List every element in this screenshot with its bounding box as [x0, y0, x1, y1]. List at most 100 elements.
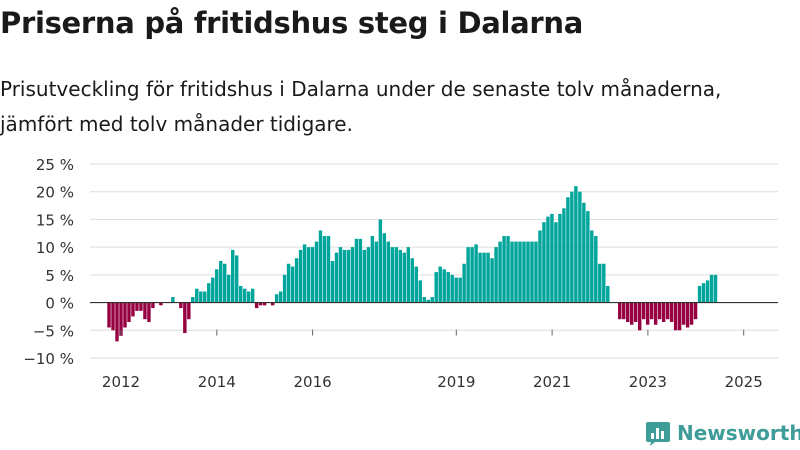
bar — [402, 252, 406, 303]
bar — [179, 302, 183, 309]
grid-lines — [90, 163, 778, 359]
bar — [490, 258, 494, 303]
bar — [262, 302, 267, 306]
bar-chart: −10 % −5 % 0 % 5 % 10 % 15 % 20 % 25 % 2012 2014… — [23, 156, 778, 391]
bar — [219, 261, 223, 303]
bar — [366, 247, 371, 303]
bar — [570, 191, 574, 303]
bar — [258, 302, 263, 306]
bar — [199, 291, 203, 303]
bar — [634, 302, 638, 322]
bar — [510, 241, 514, 303]
bar — [594, 236, 598, 303]
x-axis-labels: 2012 2014 2016 2019 2021 2023 2025 — [102, 329, 763, 391]
bar — [566, 197, 570, 303]
y-tick-label: 0 % — [45, 295, 74, 313]
bar — [518, 241, 522, 303]
bar — [430, 297, 434, 303]
bar — [677, 302, 682, 331]
bar — [374, 241, 379, 303]
bar — [322, 236, 327, 303]
bar — [586, 211, 590, 303]
bar — [506, 236, 510, 303]
bar — [558, 213, 562, 303]
bar — [442, 269, 446, 303]
chart-title: Priserna på fritidshus steg i Dalarna — [0, 6, 584, 40]
bar — [578, 191, 582, 303]
bar — [454, 277, 458, 303]
bar — [362, 249, 367, 303]
bar — [538, 230, 542, 303]
bars — [107, 186, 718, 342]
bar — [159, 302, 163, 306]
bar — [582, 202, 586, 303]
bar — [330, 261, 335, 303]
bar — [187, 302, 191, 320]
bar — [598, 263, 602, 303]
bar — [661, 302, 666, 322]
bar — [382, 233, 387, 303]
bar — [590, 230, 594, 303]
bar — [701, 283, 706, 303]
bar — [474, 244, 478, 303]
bar — [534, 241, 538, 303]
bar — [223, 263, 227, 303]
bar — [378, 219, 383, 303]
bar — [215, 269, 219, 303]
bar — [713, 274, 718, 303]
bar — [693, 302, 698, 320]
bar — [602, 263, 606, 303]
bar — [673, 302, 678, 331]
bar — [637, 302, 642, 331]
bar — [111, 302, 115, 331]
y-tick-label: 15 % — [36, 211, 74, 229]
bar — [685, 302, 690, 328]
bar — [630, 302, 634, 325]
bar — [238, 285, 243, 303]
y-tick-label: −10 % — [23, 350, 74, 368]
bar — [242, 288, 247, 303]
bar — [653, 302, 658, 325]
bar — [458, 277, 462, 303]
x-tick-label: 2016 — [294, 373, 332, 391]
bar — [350, 247, 355, 303]
bar — [211, 277, 215, 303]
bar — [246, 291, 251, 303]
bar — [318, 230, 323, 303]
bar — [278, 291, 283, 303]
y-tick-label: 5 % — [45, 267, 74, 285]
bar — [234, 255, 239, 303]
bar — [410, 258, 414, 303]
x-tick-label: 2021 — [533, 373, 571, 391]
x-tick-label: 2012 — [102, 373, 140, 391]
bar — [562, 208, 566, 303]
bar — [542, 222, 546, 303]
bar — [147, 302, 151, 322]
bar — [622, 302, 626, 320]
bar — [143, 302, 147, 320]
bar — [574, 186, 578, 303]
bar — [705, 280, 710, 303]
bar — [434, 272, 438, 303]
bar — [669, 302, 674, 322]
bar — [606, 285, 610, 303]
x-tick-label: 2019 — [437, 373, 475, 391]
bar — [342, 249, 347, 303]
bar — [314, 241, 319, 303]
bar — [554, 222, 558, 303]
y-tick-label: 10 % — [36, 239, 74, 257]
bar — [426, 299, 430, 303]
bar — [370, 236, 375, 303]
bar — [183, 302, 187, 334]
bar — [450, 274, 454, 303]
bar — [446, 272, 450, 303]
bar — [254, 302, 259, 309]
bar — [514, 241, 518, 303]
bar — [338, 247, 343, 303]
bar — [135, 302, 139, 311]
bar — [478, 252, 482, 303]
bar — [195, 288, 199, 303]
bar-chart-logo-icon — [646, 422, 670, 446]
bar — [346, 249, 351, 303]
bar — [298, 249, 303, 303]
